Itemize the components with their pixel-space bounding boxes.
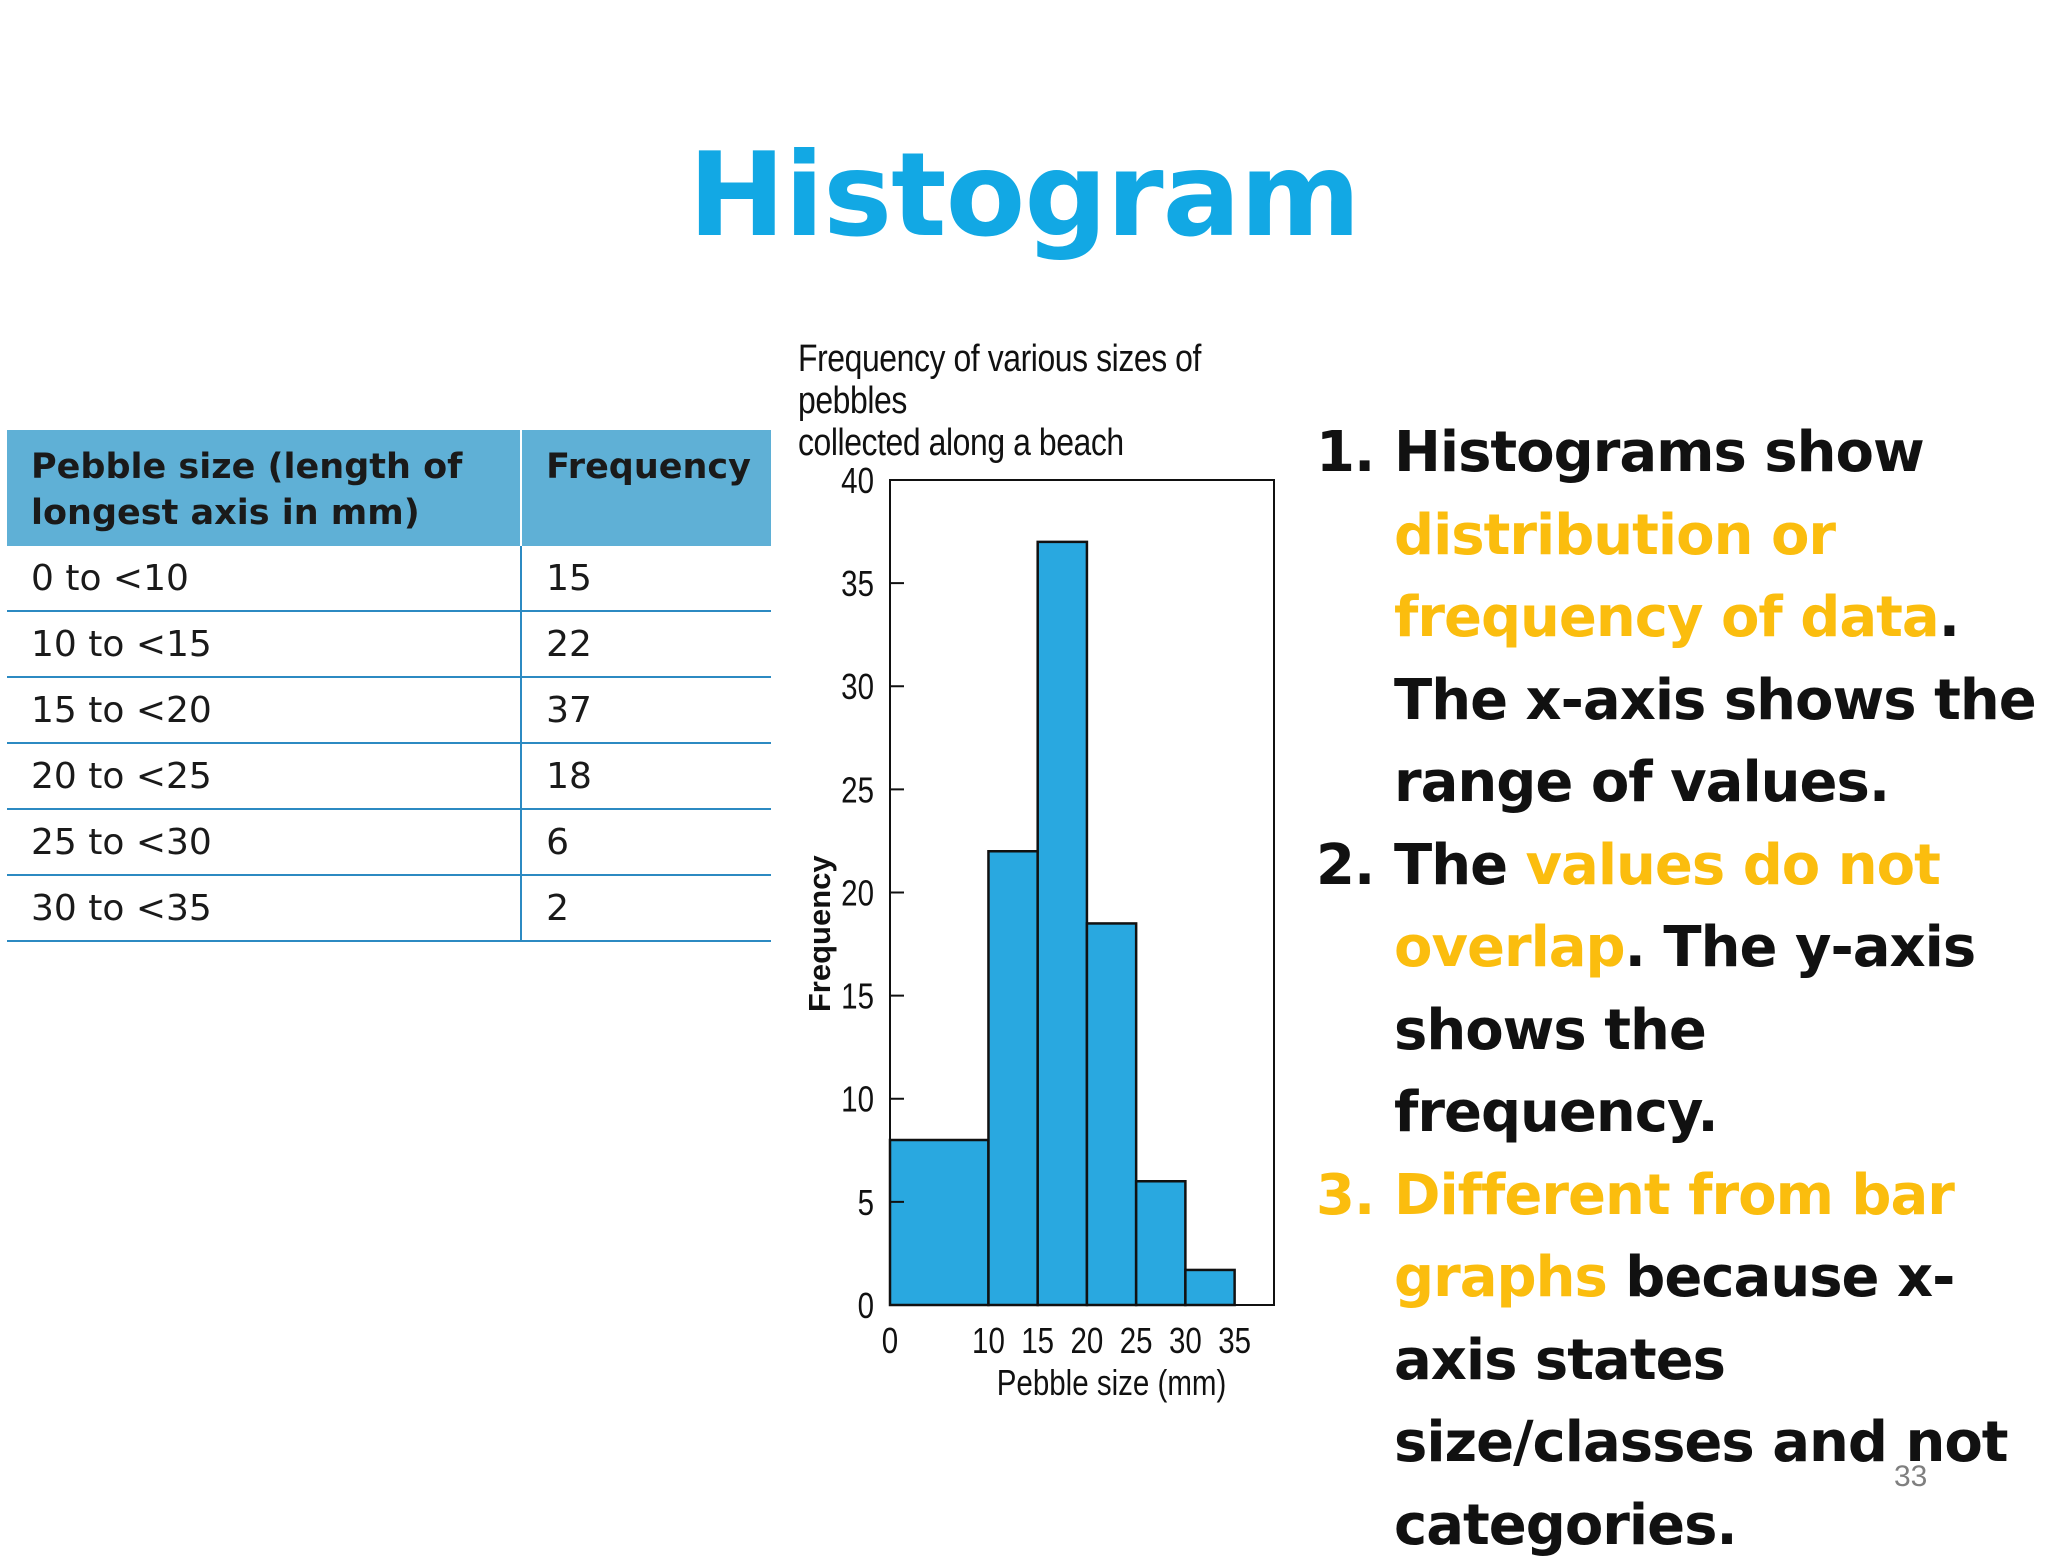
y-tick-label: 40 [841,460,874,500]
y-tick-label: 15 [841,976,874,1016]
x-tick-label: 30 [1169,1320,1202,1360]
bullet-highlight-text: distribution or frequency of data [1394,503,1939,651]
bullet-item: 1. Histograms show distribution or frequ… [1316,412,2036,825]
bullet-text: The [1394,833,1526,898]
bullet-number: 1. [1316,412,1374,495]
histogram-bar [1038,542,1087,1305]
table-cell-frequency: 37 [521,677,771,743]
bullet-text: Histograms show [1394,420,1924,485]
y-tick-label: 0 [858,1285,874,1325]
y-tick-label: 20 [841,873,874,913]
table-cell-frequency: 22 [521,611,771,677]
table-header-frequency: Frequency [521,430,771,546]
x-tick-label: 35 [1218,1320,1251,1360]
table-row: 30 to <35 2 [7,875,771,941]
histogram-bar [890,1140,988,1305]
y-tick-label: 10 [841,1079,874,1119]
table-row: 25 to <30 6 [7,809,771,875]
table-cell-frequency: 2 [521,875,771,941]
table-cell-size: 25 to <30 [7,809,521,875]
table-row: 20 to <25 18 [7,743,771,809]
bullet-number: 2. [1316,825,1374,908]
table-row: 15 to <20 37 [7,677,771,743]
pebble-table: Pebble size (length of longest axis in m… [7,430,771,942]
bullet-number: 3. [1316,1155,1374,1238]
slide-title: Histogram [0,128,2048,263]
table-cell-frequency: 6 [521,809,771,875]
histogram-bar [1185,1270,1234,1305]
bullet-item: 3.Different from bar graphs because x-ax… [1316,1155,2036,1567]
x-tick-label: 25 [1120,1320,1153,1360]
bullet-list: 1. Histograms show distribution or frequ… [1316,412,2036,1567]
chart-title-line-1: Frequency of various sizes of pebbles [798,338,1235,422]
page-number: 33 [1894,1460,1927,1494]
histogram-bar [988,851,1037,1305]
bullet-item: 2.The values do not overlap. The y-axis … [1316,825,2036,1155]
x-tick-label: 0 [882,1320,898,1360]
y-tick-label: 5 [858,1182,874,1222]
table-cell-size: 30 to <35 [7,875,521,941]
histogram-bar [1136,1181,1185,1305]
y-tick-label: 35 [841,563,874,603]
table-header-row: Pebble size (length of longest axis in m… [7,430,771,546]
x-axis-label: Pebble size (mm) [997,1362,1227,1402]
table-cell-frequency: 18 [521,743,771,809]
x-tick-label: 15 [1021,1320,1054,1360]
table-row: 0 to <10 15 [7,546,771,611]
table-cell-size: 20 to <25 [7,743,521,809]
table-header-pebble-size: Pebble size (length of longest axis in m… [7,430,521,546]
table-cell-size: 10 to <15 [7,611,521,677]
y-axis-label: Frequency [802,855,837,1013]
x-tick-label: 20 [1071,1320,1104,1360]
y-tick-label: 30 [841,666,874,706]
table-row: 10 to <15 22 [7,611,771,677]
y-tick-label: 25 [841,770,874,810]
x-tick-label: 10 [972,1320,1005,1360]
table-cell-size: 0 to <10 [7,546,521,611]
histogram-bar [1087,923,1136,1305]
table-cell-size: 15 to <20 [7,677,521,743]
table-cell-frequency: 15 [521,546,771,611]
